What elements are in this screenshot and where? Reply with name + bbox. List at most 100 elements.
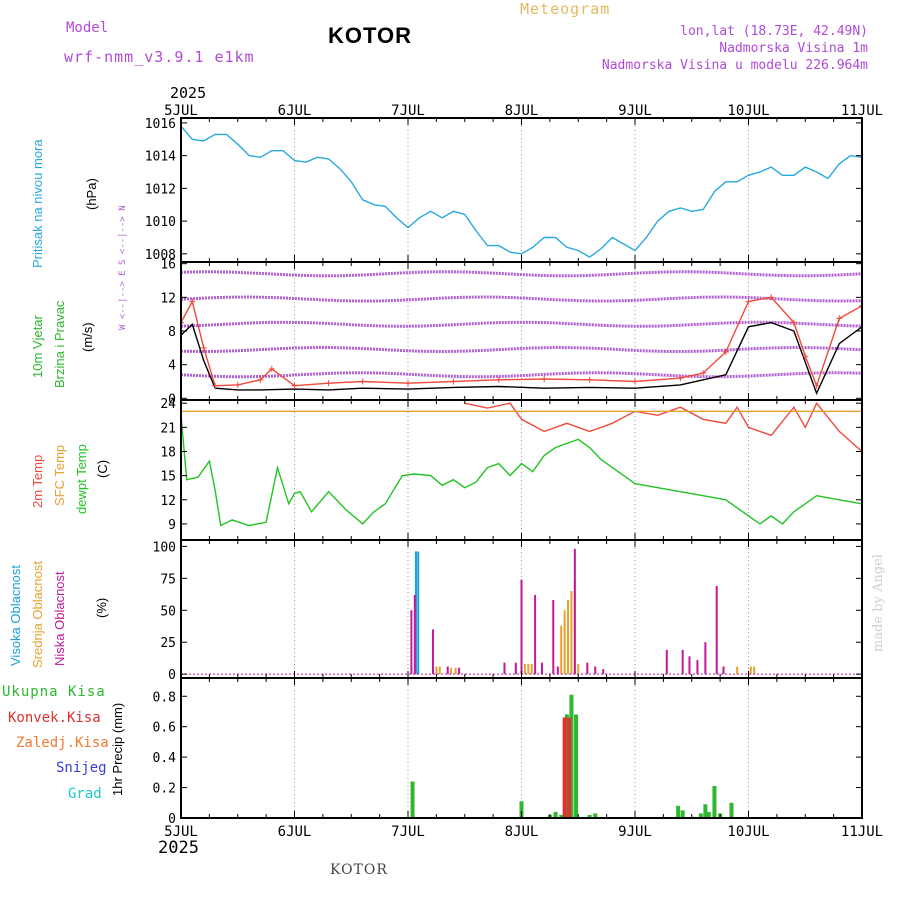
bar-precip_total <box>410 781 415 818</box>
precip-legend-total: Ukupna Kisa <box>2 684 106 700</box>
bar-cloud_low <box>556 666 559 675</box>
bar-precip_total <box>712 786 717 818</box>
y-tick-label: 0 <box>168 812 176 827</box>
pressure-label: Pritisak na nivou mora <box>30 139 45 268</box>
x-tick-label-top: 7JUL <box>391 103 425 119</box>
bar-precip_total <box>676 805 681 818</box>
x-tick-label-top: 5JUL <box>164 103 198 119</box>
gust-point <box>700 370 707 377</box>
gust-point <box>859 302 862 309</box>
y-tick-label: 1010 <box>145 215 176 230</box>
series-group-cloud <box>181 548 862 675</box>
bar-cloud_high <box>417 551 420 675</box>
bar-cloud_low <box>410 610 413 675</box>
bar-cloud_low <box>540 662 543 675</box>
bar-precip_total <box>573 714 578 818</box>
footer-station: KOTOR <box>330 862 388 878</box>
bar-cloud_low <box>413 594 416 675</box>
x-tick-label-top: 8JUL <box>505 103 539 119</box>
y-tick-label: 100 <box>153 540 176 555</box>
bar-cloud_low <box>514 662 517 675</box>
series-group-wind <box>181 270 862 396</box>
x-tick-label-top: 6JUL <box>278 103 312 119</box>
y-tick-label: 8 <box>168 325 176 340</box>
y-tick-label: 0.8 <box>153 690 176 705</box>
bar-precip_total <box>553 811 558 818</box>
gust-point <box>586 376 593 383</box>
cloud-label-2: Srednja Oblacnost <box>30 561 45 668</box>
cloud-label-1: Visoka Oblacnost <box>8 565 23 666</box>
wind-unit: (m/s) <box>80 322 95 352</box>
bar-precip_conv <box>562 717 567 818</box>
gust-point <box>189 298 196 305</box>
station-title: KOTOR <box>328 23 413 48</box>
y-tick-label: 15 <box>160 470 176 485</box>
bar-precip_total <box>564 714 569 818</box>
series-line-temp2m <box>464 401 862 453</box>
gust-point <box>325 380 332 387</box>
gust-point <box>495 376 502 383</box>
bar-precip_total <box>559 814 564 818</box>
bar-cloud_low <box>573 548 576 675</box>
bar-precip_total <box>569 694 574 818</box>
cloud-label-3: Niska Oblacnost <box>52 571 67 666</box>
precip-unit: 1hr Precip (mm) <box>110 702 125 796</box>
x-tick-label-bottom: 5JUL <box>164 824 198 840</box>
gust-point <box>768 294 775 301</box>
lonlat-text: lon,lat (18.73E, 42.49N) <box>680 24 868 39</box>
bar-cloud_low <box>458 667 461 675</box>
gust-point <box>677 375 684 382</box>
series-group-precipitation <box>410 694 734 818</box>
x-tick-label-top: 11JUL <box>841 103 883 119</box>
wind-compass: W <--|--> E S <--|--> N <box>118 205 128 330</box>
precip-legend-snow: Snijeg <box>56 760 107 776</box>
x-tick-label-bottom: 6JUL <box>278 824 312 840</box>
bar-cloud_mid <box>749 666 752 675</box>
gust-point <box>450 378 457 385</box>
bar-cloud_mid <box>577 663 580 675</box>
y-tick-label: 25 <box>160 636 176 651</box>
year-bottom: 2025 <box>158 838 199 858</box>
bar-precip_conv <box>567 717 572 818</box>
product-title: Meteogram <box>520 0 611 18</box>
y-tick-label: 0.6 <box>153 721 176 736</box>
bar-cloud_low <box>681 649 684 675</box>
bar-cloud_mid <box>523 663 526 675</box>
series-line-dewpoint <box>181 415 862 527</box>
bar-cloud_mid <box>435 666 438 675</box>
gust-point <box>813 382 820 389</box>
y-tick-label: 1008 <box>145 248 176 263</box>
series-group-temperature <box>181 401 862 527</box>
wind-direction-streak <box>181 320 862 328</box>
gust-point <box>257 376 264 383</box>
bar-cloud_low <box>534 594 537 675</box>
y-tick-label: 50 <box>160 604 176 619</box>
bar-cloud_mid <box>527 663 530 675</box>
bar-precip_total <box>593 813 598 818</box>
bar-cloud_mid <box>570 591 573 675</box>
bar-cloud_low <box>431 629 434 675</box>
gust-point <box>200 344 207 351</box>
bar-cloud_low <box>602 669 605 675</box>
x-tick-label-bottom: 10JUL <box>727 824 769 840</box>
series-group-pressure <box>181 125 862 258</box>
gust-point <box>359 378 366 385</box>
series-line-wind_speed <box>181 321 862 396</box>
gust-point <box>268 365 275 372</box>
y-tick-label: 75 <box>160 572 176 587</box>
x-tick-label-top: 9JUL <box>618 103 652 119</box>
y-tick-label: 12 <box>160 291 176 306</box>
year-top: 2025 <box>170 84 207 102</box>
bar-cloud_low <box>594 666 597 675</box>
bar-cloud_mid <box>753 666 756 675</box>
bar-cloud_low <box>696 660 699 675</box>
y-tick-label: 21 <box>160 421 176 436</box>
bar-cloud_low <box>586 662 589 675</box>
bar-cloud_low <box>552 600 555 675</box>
bar-cloud_low <box>665 649 668 675</box>
precip-legend-conv: Konvek.Kisa <box>8 710 101 726</box>
bar-cloud_low <box>715 586 718 675</box>
gust-point <box>212 382 219 389</box>
gust-point <box>836 315 843 322</box>
